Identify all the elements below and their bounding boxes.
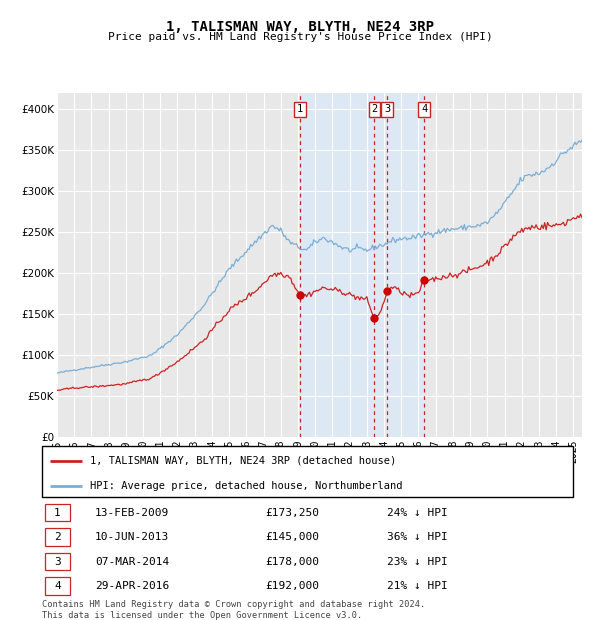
FancyBboxPatch shape bbox=[44, 528, 70, 546]
Text: £173,250: £173,250 bbox=[265, 508, 319, 518]
Text: Price paid vs. HM Land Registry's House Price Index (HPI): Price paid vs. HM Land Registry's House … bbox=[107, 32, 493, 42]
Text: 3: 3 bbox=[54, 557, 61, 567]
Text: 1: 1 bbox=[297, 104, 303, 114]
Text: 36% ↓ HPI: 36% ↓ HPI bbox=[387, 532, 448, 542]
Text: 07-MAR-2014: 07-MAR-2014 bbox=[95, 557, 169, 567]
Text: 3: 3 bbox=[384, 104, 390, 114]
Text: 23% ↓ HPI: 23% ↓ HPI bbox=[387, 557, 448, 567]
Text: £192,000: £192,000 bbox=[265, 581, 319, 591]
Text: 10-JUN-2013: 10-JUN-2013 bbox=[95, 532, 169, 542]
Text: 13-FEB-2009: 13-FEB-2009 bbox=[95, 508, 169, 518]
Text: 1, TALISMAN WAY, BLYTH, NE24 3RP: 1, TALISMAN WAY, BLYTH, NE24 3RP bbox=[166, 20, 434, 34]
Text: £178,000: £178,000 bbox=[265, 557, 319, 567]
FancyBboxPatch shape bbox=[44, 504, 70, 521]
Text: 24% ↓ HPI: 24% ↓ HPI bbox=[387, 508, 448, 518]
Text: Contains HM Land Registry data © Crown copyright and database right 2024.
This d: Contains HM Land Registry data © Crown c… bbox=[42, 600, 425, 619]
Bar bbox=[300, 93, 424, 437]
Text: 21% ↓ HPI: 21% ↓ HPI bbox=[387, 581, 448, 591]
FancyBboxPatch shape bbox=[42, 446, 573, 497]
Text: 2: 2 bbox=[371, 104, 377, 114]
Text: £145,000: £145,000 bbox=[265, 532, 319, 542]
FancyBboxPatch shape bbox=[44, 553, 70, 570]
Text: HPI: Average price, detached house, Northumberland: HPI: Average price, detached house, Nort… bbox=[90, 481, 402, 491]
Text: 29-APR-2016: 29-APR-2016 bbox=[95, 581, 169, 591]
Text: 4: 4 bbox=[421, 104, 427, 114]
Text: 4: 4 bbox=[54, 581, 61, 591]
Text: 1, TALISMAN WAY, BLYTH, NE24 3RP (detached house): 1, TALISMAN WAY, BLYTH, NE24 3RP (detach… bbox=[90, 456, 396, 466]
Text: 2: 2 bbox=[54, 532, 61, 542]
Text: 1: 1 bbox=[54, 508, 61, 518]
FancyBboxPatch shape bbox=[44, 577, 70, 595]
